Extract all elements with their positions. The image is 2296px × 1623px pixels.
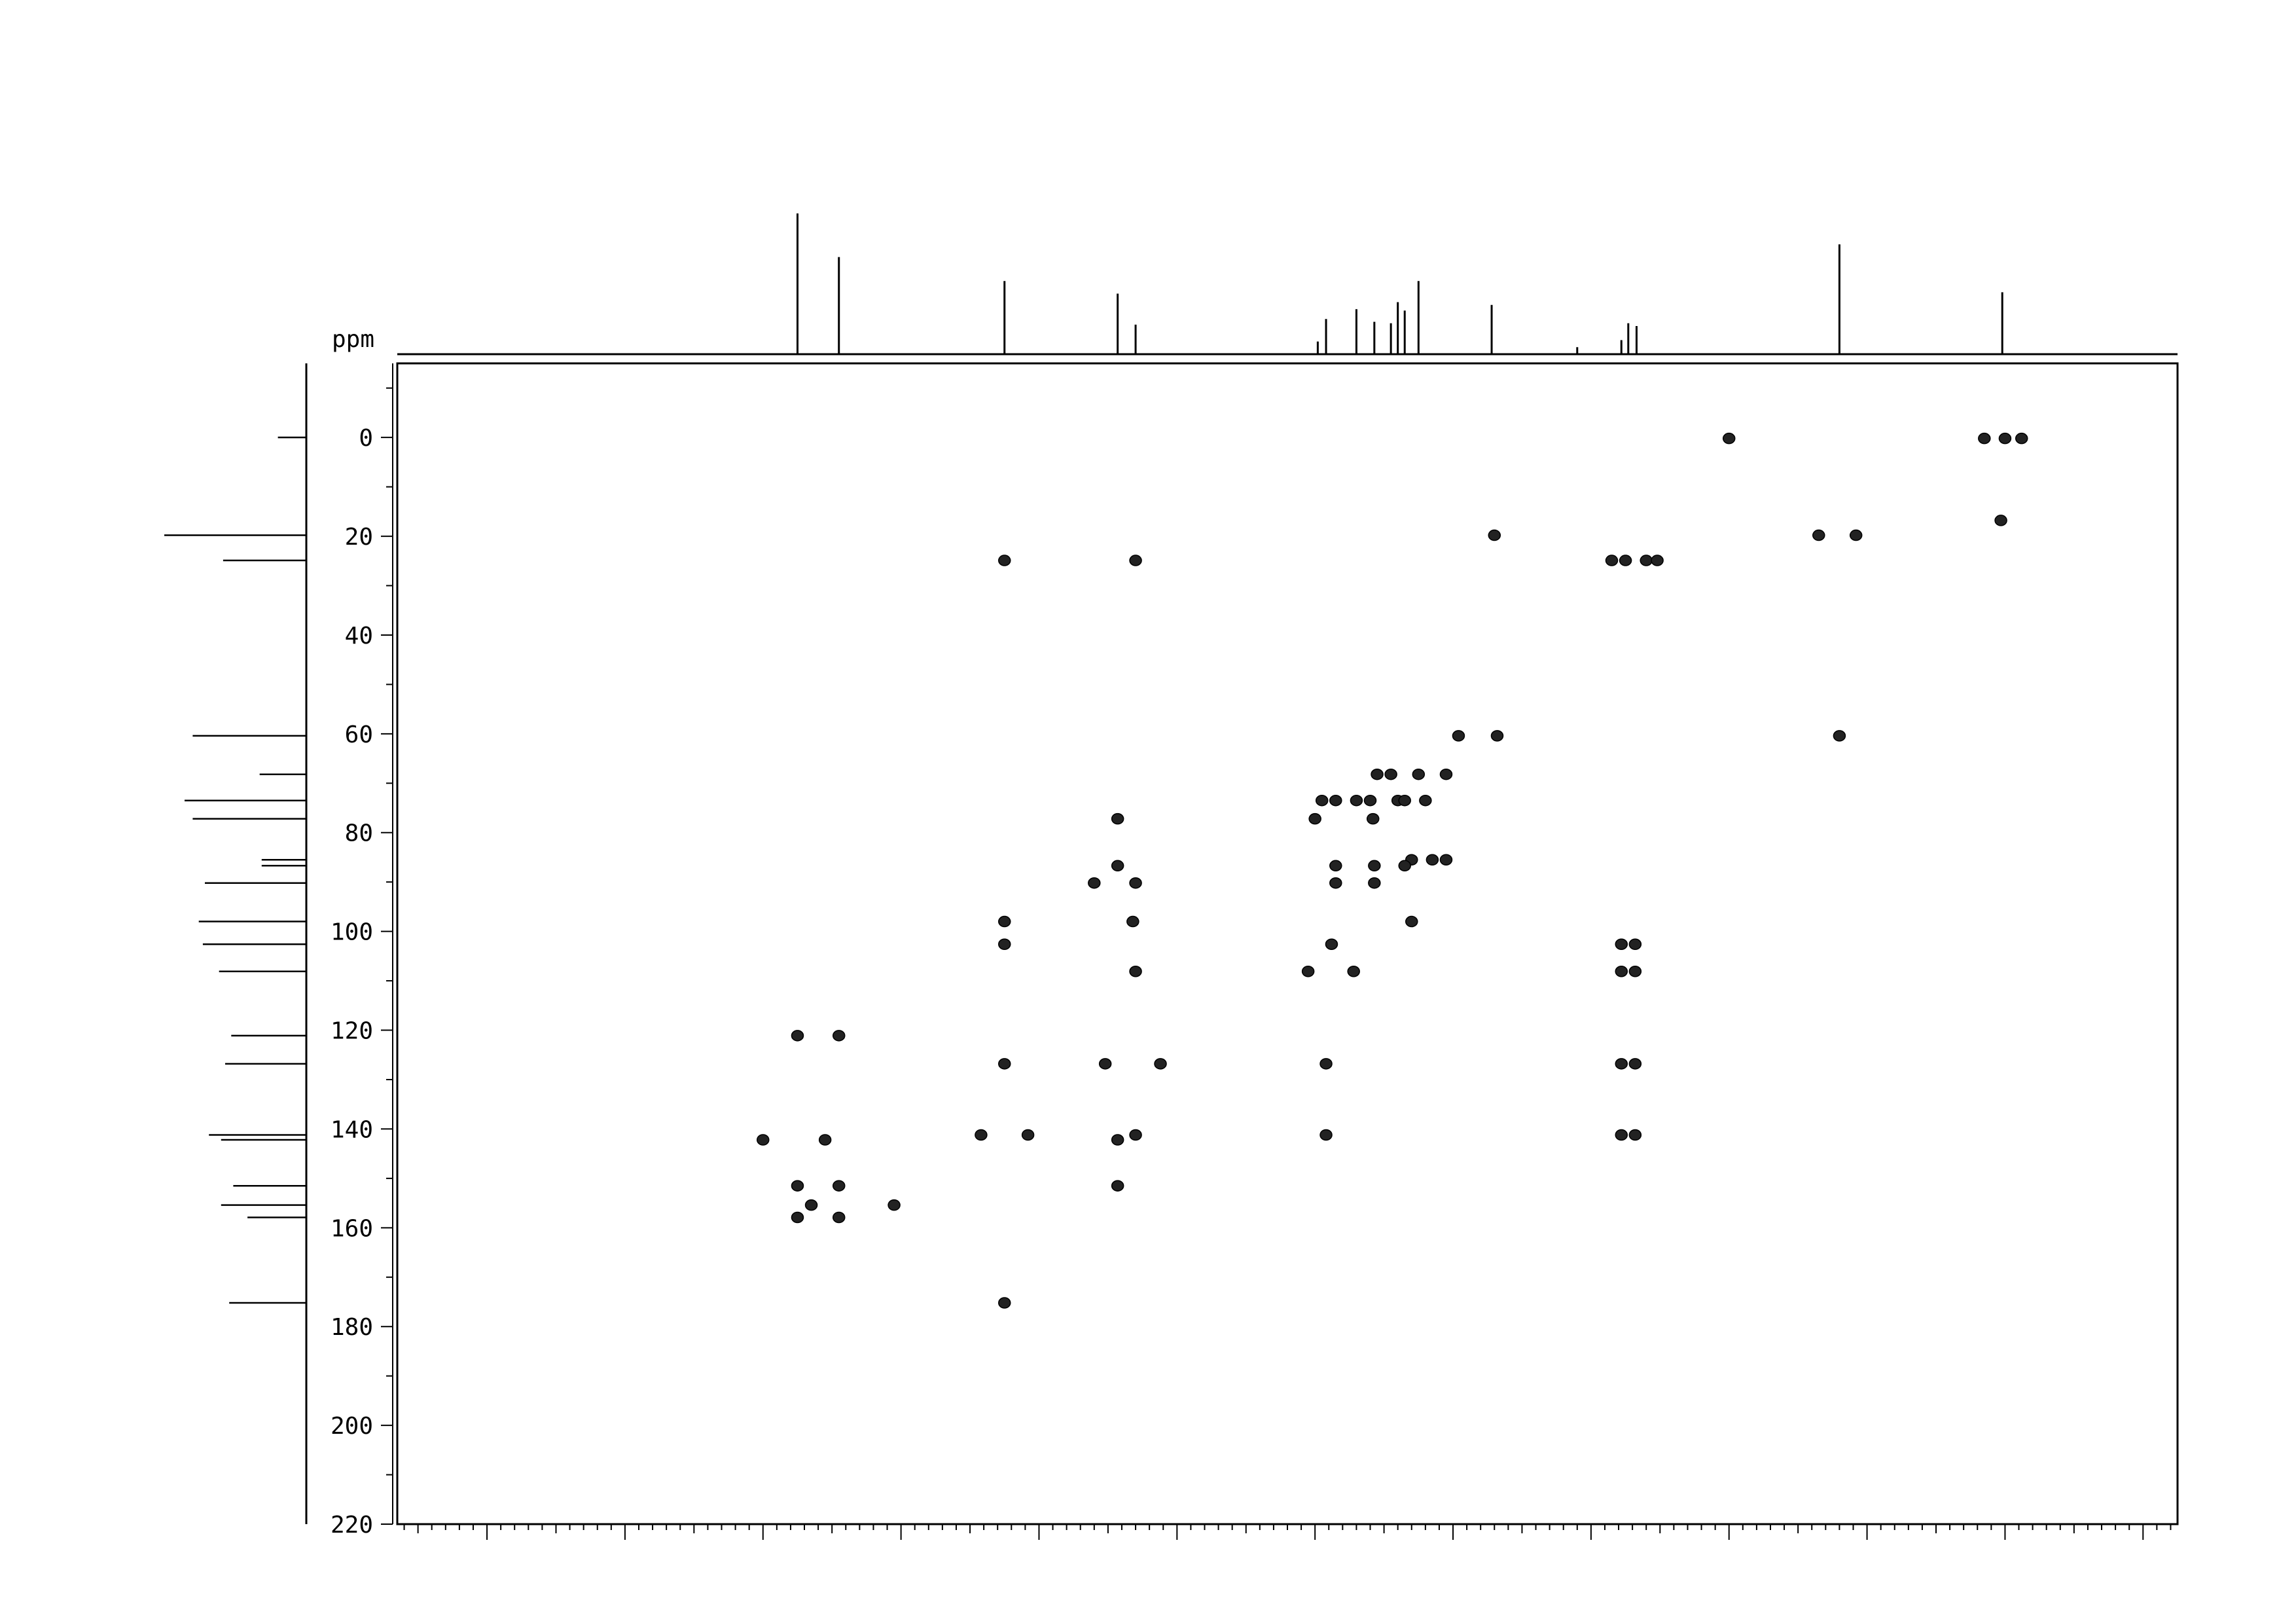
y-tick-label: 120 xyxy=(331,1018,373,1045)
plot-frame xyxy=(396,362,2179,1525)
y-tick-label: 100 xyxy=(331,919,373,946)
cross-peak xyxy=(1640,555,1653,566)
cross-peak xyxy=(1088,877,1101,889)
cross-peak xyxy=(1615,1129,1628,1141)
cross-peak xyxy=(1308,812,1321,825)
cross-peak xyxy=(1439,768,1453,780)
cross-peak xyxy=(998,1058,1011,1070)
cross-peak xyxy=(1363,794,1377,807)
cross-peak xyxy=(1319,1129,1333,1141)
cross-peak xyxy=(1833,730,1846,742)
cross-peak xyxy=(1126,915,1139,928)
cross-peak xyxy=(1098,1058,1112,1070)
cross-peak xyxy=(1319,1058,1333,1070)
cross-peak xyxy=(1978,432,1991,445)
cross-peak xyxy=(1398,860,1411,872)
cross-peak xyxy=(1111,1180,1124,1192)
cross-peak xyxy=(832,1211,846,1224)
cross-peak xyxy=(975,1129,988,1141)
cross-peak xyxy=(1329,794,1342,807)
cross-peak xyxy=(1371,768,1384,780)
y-tick-label: 60 xyxy=(345,721,373,748)
cross-peak xyxy=(1605,555,1619,566)
cross-peak xyxy=(1021,1129,1035,1141)
cross-peak xyxy=(1628,938,1642,951)
cross-peak xyxy=(1301,966,1315,977)
y-tick-label: 80 xyxy=(345,820,373,847)
y-axis-unit-label: ppm xyxy=(332,326,374,353)
cross-peak xyxy=(1366,812,1380,825)
cross-peak xyxy=(1628,1058,1642,1070)
cross-peak xyxy=(1452,730,1465,742)
cross-peak xyxy=(1619,555,1632,566)
cross-peak xyxy=(1994,515,2007,526)
cross-peak xyxy=(1129,966,1142,977)
cross-peak xyxy=(998,555,1011,566)
cross-peak xyxy=(1412,768,1426,780)
y-axis: 0 20 40 60 80 100 120 140 160 180 200 220 xyxy=(331,363,393,1539)
carbon-1d-projection xyxy=(164,363,308,1524)
cross-peak xyxy=(1129,555,1142,566)
cross-peak xyxy=(1615,1058,1628,1070)
y-tick-label: 140 xyxy=(331,1116,373,1143)
cross-peak xyxy=(1315,794,1329,807)
proton-1d-projection xyxy=(397,213,2178,356)
cross-peak xyxy=(2015,432,2028,445)
cross-peak xyxy=(1405,915,1418,928)
cross-peak xyxy=(1398,794,1411,807)
cross-peak xyxy=(888,1199,901,1211)
cross-peak xyxy=(1111,812,1124,825)
cross-peak xyxy=(1439,854,1453,866)
cross-peak xyxy=(1488,529,1501,541)
y-tick-label: 180 xyxy=(331,1314,373,1341)
cross-peak xyxy=(1419,794,1432,807)
y-tick-label: 200 xyxy=(331,1413,373,1440)
cross-peak xyxy=(1350,794,1363,807)
cross-peak xyxy=(1325,938,1338,951)
y-tick-label: 160 xyxy=(331,1215,373,1242)
cross-peak xyxy=(1812,529,1825,541)
cross-peak xyxy=(1368,877,1381,889)
cross-peak xyxy=(1628,966,1642,977)
cross-peak xyxy=(1615,938,1628,951)
cross-peak xyxy=(818,1134,832,1146)
y-tick-label: 220 xyxy=(331,1512,373,1539)
cross-peak xyxy=(1111,1134,1124,1146)
x-axis xyxy=(403,1524,2172,1540)
cross-peak xyxy=(757,1134,770,1146)
cross-peaks-layer xyxy=(757,432,2028,1309)
cross-peak xyxy=(791,1211,804,1224)
cross-peak xyxy=(791,1030,804,1042)
cross-peak xyxy=(1722,432,1736,445)
y-tick-label: 0 xyxy=(359,425,373,452)
cross-peak xyxy=(1998,432,2012,445)
cross-peak xyxy=(1490,730,1504,742)
cross-peak xyxy=(1615,966,1628,977)
cross-peak xyxy=(1651,555,1664,566)
y-tick-label: 20 xyxy=(345,524,373,551)
cross-peak xyxy=(1329,877,1342,889)
cross-peak xyxy=(1384,768,1397,780)
cross-peak xyxy=(1628,1129,1642,1141)
cross-peak xyxy=(1129,877,1142,889)
cross-peak xyxy=(998,915,1011,928)
cross-peak xyxy=(791,1180,804,1192)
cross-peak xyxy=(1426,854,1439,866)
y-tick-label: 40 xyxy=(345,623,373,649)
cross-peak xyxy=(1849,529,1863,541)
cross-peak xyxy=(998,938,1011,951)
cross-peak xyxy=(1347,966,1360,977)
cross-peak xyxy=(1111,860,1124,872)
cross-peak xyxy=(804,1199,818,1211)
cross-peak xyxy=(998,1297,1011,1309)
cross-peak xyxy=(1129,1129,1142,1141)
cross-peak xyxy=(832,1030,846,1042)
cross-peak xyxy=(1154,1058,1167,1070)
cross-peak xyxy=(1329,860,1342,872)
cross-peak xyxy=(1368,860,1381,872)
cross-peak xyxy=(832,1180,846,1192)
